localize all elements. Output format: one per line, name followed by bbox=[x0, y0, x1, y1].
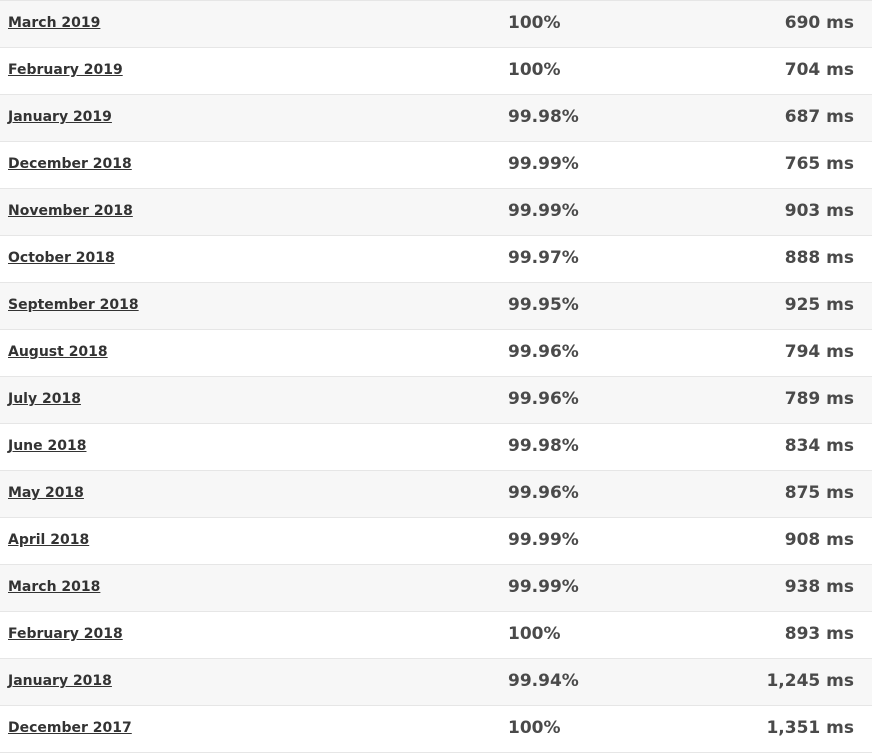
uptime-value: 99.96% bbox=[508, 342, 579, 362]
month-link[interactable]: February 2019 bbox=[8, 62, 123, 78]
uptime-value: 99.99% bbox=[508, 577, 579, 597]
month-link[interactable]: May 2018 bbox=[8, 485, 84, 501]
month-link[interactable]: February 2018 bbox=[8, 626, 123, 642]
table-row: December 2018 99.99% 765 ms bbox=[0, 142, 872, 189]
uptime-value: 100% bbox=[508, 718, 561, 738]
response-time-value: 690 ms bbox=[784, 13, 854, 33]
month-link[interactable]: July 2018 bbox=[8, 391, 81, 407]
response-time-value: 903 ms bbox=[784, 201, 854, 221]
month-link[interactable]: December 2018 bbox=[8, 156, 132, 172]
response-time-value: 794 ms bbox=[784, 342, 854, 362]
uptime-value: 99.97% bbox=[508, 248, 579, 268]
response-time-value: 925 ms bbox=[784, 295, 854, 315]
response-time-value: 765 ms bbox=[784, 154, 854, 174]
table-row: May 2018 99.96% 875 ms bbox=[0, 471, 872, 518]
month-link[interactable]: March 2018 bbox=[8, 579, 101, 595]
table-row: February 2019 100% 704 ms bbox=[0, 48, 872, 95]
response-time-value: 704 ms bbox=[784, 60, 854, 80]
uptime-value: 100% bbox=[508, 13, 561, 33]
response-time-value: 908 ms bbox=[784, 530, 854, 550]
table-row: March 2018 99.99% 938 ms bbox=[0, 565, 872, 612]
month-link[interactable]: December 2017 bbox=[8, 720, 132, 736]
month-link[interactable]: March 2019 bbox=[8, 15, 101, 31]
uptime-value: 99.94% bbox=[508, 671, 579, 691]
response-time-value: 875 ms bbox=[784, 483, 854, 503]
uptime-value: 99.99% bbox=[508, 154, 579, 174]
response-time-value: 789 ms bbox=[784, 389, 854, 409]
uptime-value: 99.98% bbox=[508, 107, 579, 127]
table-row: March 2019 100% 690 ms bbox=[0, 1, 872, 48]
table-row: September 2018 99.95% 925 ms bbox=[0, 283, 872, 330]
response-time-value: 687 ms bbox=[784, 107, 854, 127]
table-row: October 2018 99.97% 888 ms bbox=[0, 236, 872, 283]
response-time-value: 1,245 ms bbox=[766, 671, 854, 691]
response-time-value: 893 ms bbox=[784, 624, 854, 644]
table-row: November 2018 99.99% 903 ms bbox=[0, 189, 872, 236]
month-link[interactable]: October 2018 bbox=[8, 250, 115, 266]
month-link[interactable]: January 2019 bbox=[8, 109, 112, 125]
table-row: January 2018 99.94% 1,245 ms bbox=[0, 659, 872, 706]
month-link[interactable]: November 2018 bbox=[8, 203, 133, 219]
table-row: January 2019 99.98% 687 ms bbox=[0, 95, 872, 142]
uptime-value: 99.98% bbox=[508, 436, 579, 456]
month-link[interactable]: June 2018 bbox=[8, 438, 87, 454]
table-row: June 2018 99.98% 834 ms bbox=[0, 424, 872, 471]
uptime-value: 100% bbox=[508, 624, 561, 644]
table-row: December 2017 100% 1,351 ms bbox=[0, 706, 872, 753]
month-link[interactable]: September 2018 bbox=[8, 297, 139, 313]
uptime-value: 99.99% bbox=[508, 530, 579, 550]
month-link[interactable]: August 2018 bbox=[8, 344, 108, 360]
response-time-value: 888 ms bbox=[784, 248, 854, 268]
table-row: July 2018 99.96% 789 ms bbox=[0, 377, 872, 424]
uptime-value: 99.96% bbox=[508, 483, 579, 503]
month-link[interactable]: January 2018 bbox=[8, 673, 112, 689]
table-row: April 2018 99.99% 908 ms bbox=[0, 518, 872, 565]
response-time-value: 1,351 ms bbox=[766, 718, 854, 738]
response-time-value: 834 ms bbox=[784, 436, 854, 456]
month-link[interactable]: April 2018 bbox=[8, 532, 90, 548]
uptime-value: 99.95% bbox=[508, 295, 579, 315]
table-row: August 2018 99.96% 794 ms bbox=[0, 330, 872, 377]
uptime-value: 100% bbox=[508, 60, 561, 80]
uptime-value: 99.96% bbox=[508, 389, 579, 409]
table-row: February 2018 100% 893 ms bbox=[0, 612, 872, 659]
uptime-value: 99.99% bbox=[508, 201, 579, 221]
response-time-value: 938 ms bbox=[784, 577, 854, 597]
